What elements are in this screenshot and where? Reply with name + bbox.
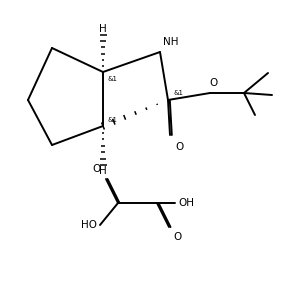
Text: H: H (99, 24, 107, 34)
Text: O: O (210, 78, 218, 88)
Text: &1: &1 (108, 76, 118, 82)
Text: O: O (173, 232, 181, 242)
Text: OH: OH (178, 198, 194, 208)
Text: HO: HO (81, 220, 97, 230)
Text: &1: &1 (108, 117, 118, 123)
Text: H: H (99, 166, 107, 176)
Text: &1: &1 (173, 90, 183, 96)
Text: NH: NH (163, 37, 178, 47)
Text: O: O (175, 142, 183, 152)
Text: O: O (93, 164, 101, 174)
